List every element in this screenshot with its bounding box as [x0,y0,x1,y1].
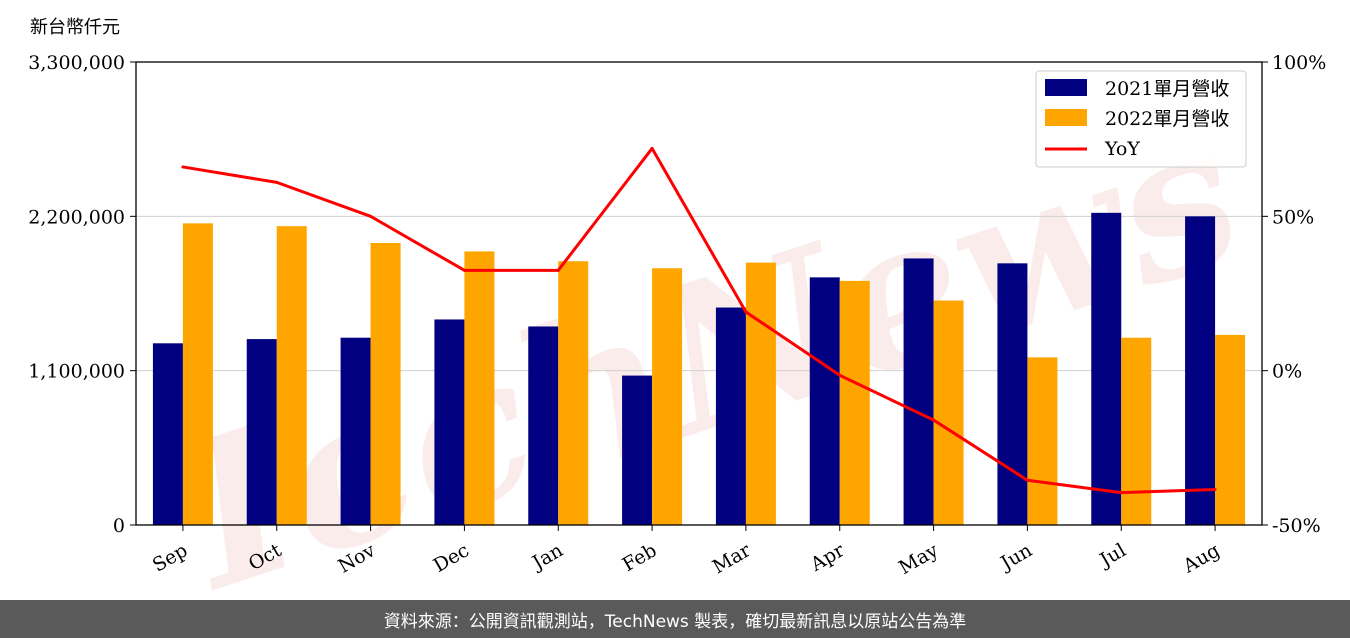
yoy-point-jan [556,268,560,272]
x-tick-label-jul: Jul [1095,539,1130,572]
legend-label-2022: 2022單月營收 [1105,108,1229,130]
bar-2021-aug [1185,216,1216,526]
bar-2022-jul [1121,337,1152,525]
legend-box [1035,70,1247,168]
right-tick-label: 100% [1272,52,1326,74]
plot-frame [135,61,1263,526]
bar-2022-jun [1027,357,1058,525]
yoy-point-sep [181,165,185,169]
yoy-line [182,146,1216,495]
yoy-point-jul [1119,491,1123,495]
yoy-point-may [932,418,936,422]
x-tick-label-mar: Mar [709,539,755,578]
legend-label-2021: 2021單月營收 [1105,78,1229,100]
chart: 新台幣仟元 TechNews 0 1,100,000 2,200,000 3,300,… [28,17,1326,638]
bars [152,212,1246,526]
bar-2021-jul [1091,212,1122,526]
bar-2022-aug [1215,334,1246,525]
right-tick-label: 0% [1272,361,1302,383]
right-tick-label: -50% [1272,515,1321,537]
bar-2022-may [933,300,964,525]
left-tick-label: 2,200,000 [28,206,125,228]
bar-2021-mar [715,307,746,525]
x-tick-label-aug: Aug [1179,539,1224,578]
yoy-point-oct [275,180,279,184]
bar-2022-sep [182,223,213,525]
bar-2022-dec [464,251,495,525]
bar-2021-nov [340,337,371,525]
left-tick-label: 3,300,000 [28,52,125,74]
bar-2021-dec [434,319,465,525]
bar-2022-nov [370,242,401,525]
bar-2022-oct [276,226,307,525]
bar-2022-feb [652,268,683,525]
left-tick-label: 0 [113,515,125,537]
x-tick-label-apr: Apr [806,539,849,576]
bar-2021-apr [809,277,840,525]
bar-2021-oct [246,339,277,525]
bar-2021-jun [997,263,1028,525]
unit-label: 新台幣仟元 [30,17,120,38]
yoy-point-nov [369,214,373,218]
bar-2022-mar [745,262,776,525]
bar-2021-sep [152,343,183,525]
bar-2022-jan [558,261,589,525]
x-tick-label-jun: Jun [995,539,1036,575]
yoy-point-mar [744,310,748,314]
x-tick-label-feb: Feb [619,539,661,576]
bar-2021-may [903,258,934,525]
source-text: 資料來源：公開資訊觀測站，TechNews 製表，確切最新訊息以原站公告為準 [383,611,967,632]
legend: 2021單月營收 2022單月營收 YoY [1035,70,1247,168]
bar-2021-jan [528,326,559,525]
yoy-point-jun [1025,478,1029,482]
yoy-line-layer [181,146,1217,495]
chart-canvas: 新台幣仟元 TechNews 01,100,0002,200,0003,300,… [28,17,1326,638]
bar-2022-apr [839,280,870,525]
left-tick-label: 1,100,000 [28,361,125,383]
bar-2021-feb [622,375,653,525]
yoy-point-feb [650,146,654,150]
legend-label-yoy: YoY [1104,138,1140,160]
legend-swatch-2022 [1045,109,1087,126]
x-tick-label-jan: Jan [527,539,567,575]
yoy-point-aug [1213,488,1217,492]
right-tick-label: 50% [1272,206,1314,228]
yoy-point-dec [462,268,466,272]
x-tick-label-may: May [895,539,942,579]
legend-swatch-2021 [1045,79,1087,96]
yoy-point-apr [838,373,842,377]
source-footer: 資料來源：公開資訊觀測站，TechNews 製表，確切最新訊息以原站公告為準 [0,600,1350,638]
